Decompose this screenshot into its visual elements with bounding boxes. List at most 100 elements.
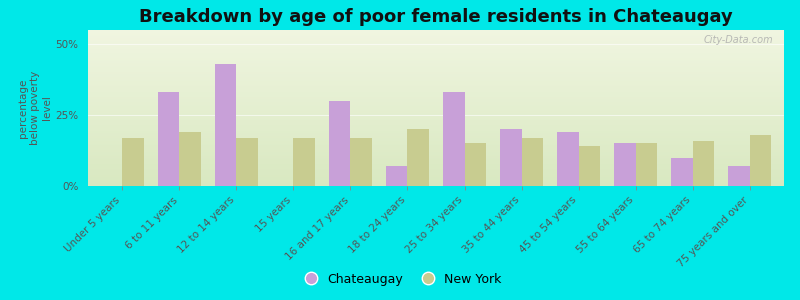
Bar — [88, 50, 784, 52]
Bar — [88, 100, 784, 102]
Bar — [88, 124, 784, 125]
Bar — [88, 127, 784, 128]
Bar — [443, 92, 465, 186]
Bar — [88, 74, 784, 75]
Bar — [88, 30, 784, 31]
Bar — [88, 83, 784, 85]
Bar — [88, 80, 784, 82]
Bar — [88, 177, 784, 178]
Bar — [88, 156, 784, 158]
Bar — [88, 155, 784, 156]
Bar — [88, 131, 784, 133]
Bar — [88, 55, 784, 56]
Bar — [407, 129, 429, 186]
Bar — [88, 64, 784, 66]
Bar — [578, 146, 600, 186]
Bar — [500, 129, 522, 186]
Bar — [88, 121, 784, 122]
Bar — [158, 92, 179, 186]
Bar — [88, 153, 784, 155]
Bar — [88, 158, 784, 160]
Bar — [88, 94, 784, 95]
Bar — [88, 97, 784, 99]
Y-axis label: percentage
below poverty
level: percentage below poverty level — [18, 71, 52, 145]
Bar — [88, 68, 784, 69]
Bar — [88, 60, 784, 61]
Bar — [88, 58, 784, 60]
Bar — [88, 169, 784, 170]
Bar — [88, 148, 784, 150]
Bar — [88, 111, 784, 113]
Bar — [88, 85, 784, 86]
Bar — [88, 89, 784, 91]
Bar — [88, 163, 784, 164]
Bar — [728, 166, 750, 186]
Bar — [88, 166, 784, 167]
Bar — [636, 143, 658, 186]
Bar — [122, 138, 144, 186]
Bar — [88, 103, 784, 105]
Bar — [88, 133, 784, 134]
Bar — [557, 132, 578, 186]
Bar — [88, 88, 784, 89]
Bar — [88, 130, 784, 131]
Bar — [350, 138, 372, 186]
Bar — [750, 135, 771, 186]
Bar — [88, 160, 784, 161]
Bar — [88, 108, 784, 110]
Bar — [88, 92, 784, 94]
Bar — [88, 75, 784, 77]
Bar — [88, 106, 784, 108]
Bar — [88, 170, 784, 172]
Bar — [88, 138, 784, 139]
Bar — [88, 82, 784, 83]
Bar — [88, 56, 784, 58]
Bar — [179, 132, 201, 186]
Bar — [88, 53, 784, 55]
Bar — [88, 134, 784, 136]
Bar — [88, 161, 784, 163]
Bar — [88, 181, 784, 183]
Bar — [522, 138, 543, 186]
Title: Breakdown by age of poor female residents in Chateaugay: Breakdown by age of poor female resident… — [139, 8, 733, 26]
Bar — [88, 113, 784, 114]
Bar — [465, 143, 486, 186]
Bar — [88, 180, 784, 181]
Bar — [88, 61, 784, 63]
Bar — [88, 70, 784, 72]
Bar — [88, 41, 784, 43]
Bar — [614, 143, 636, 186]
Bar — [88, 66, 784, 68]
Bar — [88, 63, 784, 64]
Bar — [88, 152, 784, 153]
Bar — [88, 47, 784, 49]
Bar — [88, 39, 784, 41]
Bar — [88, 150, 784, 152]
Bar — [88, 175, 784, 177]
Bar — [236, 138, 258, 186]
Bar — [88, 164, 784, 166]
Bar — [88, 119, 784, 121]
Bar — [671, 158, 693, 186]
Bar — [88, 91, 784, 92]
Bar — [88, 36, 784, 38]
Bar — [88, 141, 784, 142]
Bar — [294, 138, 315, 186]
Bar — [88, 77, 784, 78]
Bar — [88, 147, 784, 148]
Bar — [88, 184, 784, 186]
Bar — [88, 38, 784, 39]
Bar — [88, 95, 784, 97]
Bar — [88, 72, 784, 74]
Bar — [88, 122, 784, 124]
Bar — [88, 99, 784, 100]
Bar — [88, 69, 784, 70]
Text: City-Data.com: City-Data.com — [704, 35, 774, 45]
Bar — [88, 32, 784, 33]
Legend: Chateaugay, New York: Chateaugay, New York — [294, 268, 506, 291]
Bar — [214, 64, 236, 186]
Bar — [88, 167, 784, 169]
Bar — [88, 172, 784, 173]
Bar — [88, 116, 784, 117]
Bar — [88, 105, 784, 106]
